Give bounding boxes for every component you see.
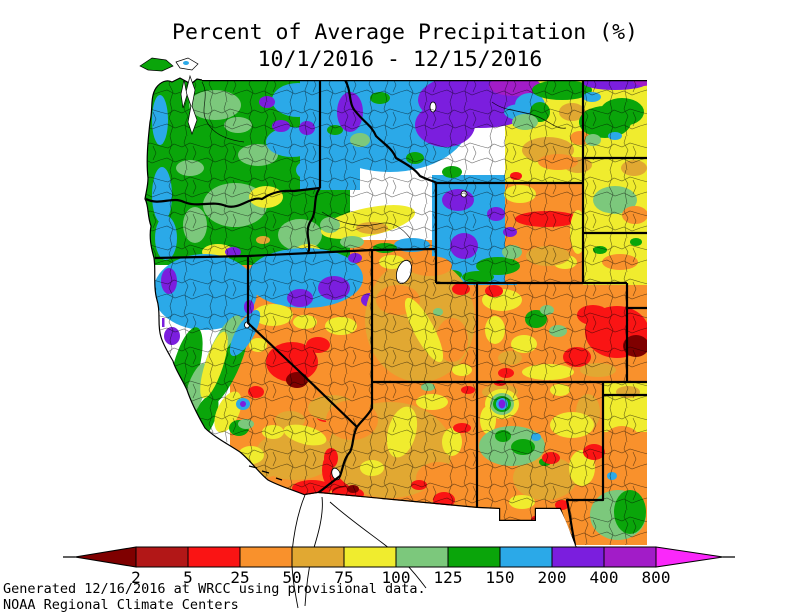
legend-colorbar: 2 5 25 50 75 100 125 150 200 400 800 <box>63 546 735 587</box>
legend-arrow-low <box>74 546 137 568</box>
legend-segment-75-100 <box>343 546 397 568</box>
legend-tick-200: 200 <box>538 568 567 587</box>
footer-generated-note: Generated 12/16/2016 at WRCC using provi… <box>3 581 426 597</box>
legend-tick-800: 800 <box>642 568 671 587</box>
legend-segment-200-400 <box>551 546 605 568</box>
legend-tick-25: 25 <box>230 568 249 587</box>
map-fill-layers <box>145 78 647 545</box>
legend-segment-150-200 <box>499 546 553 568</box>
legend-segment-2-5 <box>135 546 189 568</box>
vancouver-island-and-san-juans <box>139 57 199 72</box>
footer-organization: NOAA Regional Climate Centers <box>3 597 239 612</box>
legend-tick-75: 75 <box>334 568 353 587</box>
map-subtitle-date-range: 10/1/2016 - 12/15/2016 <box>258 47 543 72</box>
legend-tick-100: 100 <box>382 568 411 587</box>
state-borders <box>145 79 647 545</box>
map-title: Percent of Average Precipitation (%) <box>172 20 638 45</box>
legend-segment-125-150 <box>447 546 501 568</box>
legend-arrow-high <box>655 546 724 568</box>
legend-tick-5: 5 <box>183 568 193 587</box>
rivers <box>201 81 567 239</box>
legend-tick-150: 150 <box>486 568 515 587</box>
legend-segment-400-800 <box>603 546 657 568</box>
legend-tick-2: 2 <box>131 568 141 587</box>
offshore-purple-mark <box>162 318 165 327</box>
legend-segment-5-25 <box>187 546 241 568</box>
county-borders-texture <box>145 78 647 545</box>
legend-tick-400: 400 <box>590 568 619 587</box>
legend-segment-100-125 <box>395 546 449 568</box>
legend-segment-50-75 <box>291 546 345 568</box>
puget-sound-inlets <box>180 74 198 136</box>
legend-tick-125: 125 <box>434 568 463 587</box>
legend-segment-25-50 <box>239 546 293 568</box>
channel-islands <box>248 465 283 481</box>
legend-tick-50: 50 <box>282 568 301 587</box>
sonora-coast <box>329 501 427 589</box>
pacific-coastline <box>144 77 306 496</box>
